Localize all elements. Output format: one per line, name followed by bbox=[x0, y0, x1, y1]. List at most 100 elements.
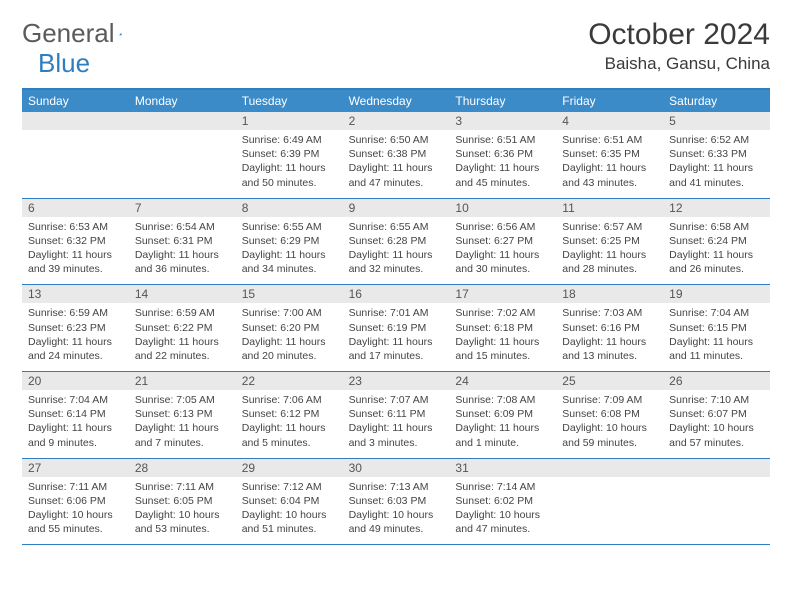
sunrise-text: Sunrise: 7:04 AM bbox=[669, 306, 764, 320]
daylight-text: Daylight: 11 hours and 41 minutes. bbox=[669, 161, 764, 189]
daynum-row: 20212223242526 bbox=[22, 372, 770, 390]
daylight-text: Daylight: 11 hours and 15 minutes. bbox=[455, 335, 550, 363]
sunrise-text: Sunrise: 6:52 AM bbox=[669, 133, 764, 147]
day-number: 19 bbox=[663, 285, 770, 303]
sunset-text: Sunset: 6:32 PM bbox=[28, 234, 123, 248]
day-number: 22 bbox=[236, 372, 343, 390]
day-cell: Sunrise: 7:09 AMSunset: 6:08 PMDaylight:… bbox=[556, 390, 663, 458]
day-number: 6 bbox=[22, 199, 129, 217]
daylight-text: Daylight: 11 hours and 24 minutes. bbox=[28, 335, 123, 363]
dow-label: Friday bbox=[556, 90, 663, 112]
daylight-text: Daylight: 11 hours and 17 minutes. bbox=[349, 335, 444, 363]
sunrise-text: Sunrise: 6:51 AM bbox=[562, 133, 657, 147]
logo-text-2: Blue bbox=[38, 48, 90, 79]
daylight-text: Daylight: 10 hours and 47 minutes. bbox=[455, 508, 550, 536]
sunset-text: Sunset: 6:20 PM bbox=[242, 321, 337, 335]
sunset-text: Sunset: 6:12 PM bbox=[242, 407, 337, 421]
day-number: 24 bbox=[449, 372, 556, 390]
day-number: 14 bbox=[129, 285, 236, 303]
day-number: 23 bbox=[343, 372, 450, 390]
content-row: Sunrise: 6:59 AMSunset: 6:23 PMDaylight:… bbox=[22, 303, 770, 371]
sunrise-text: Sunrise: 6:51 AM bbox=[455, 133, 550, 147]
sunset-text: Sunset: 6:05 PM bbox=[135, 494, 230, 508]
daynum-row: 2728293031 bbox=[22, 459, 770, 477]
logo: General bbox=[22, 18, 143, 49]
sunset-text: Sunset: 6:38 PM bbox=[349, 147, 444, 161]
sunrise-text: Sunrise: 7:11 AM bbox=[135, 480, 230, 494]
sunrise-text: Sunrise: 7:14 AM bbox=[455, 480, 550, 494]
sunset-text: Sunset: 6:06 PM bbox=[28, 494, 123, 508]
daylight-text: Daylight: 11 hours and 28 minutes. bbox=[562, 248, 657, 276]
day-cell: Sunrise: 7:01 AMSunset: 6:19 PMDaylight:… bbox=[343, 303, 450, 371]
content-row: Sunrise: 6:53 AMSunset: 6:32 PMDaylight:… bbox=[22, 217, 770, 285]
daylight-text: Daylight: 11 hours and 7 minutes. bbox=[135, 421, 230, 449]
content-row: Sunrise: 6:49 AMSunset: 6:39 PMDaylight:… bbox=[22, 130, 770, 198]
sunrise-text: Sunrise: 7:07 AM bbox=[349, 393, 444, 407]
day-cell: Sunrise: 7:04 AMSunset: 6:14 PMDaylight:… bbox=[22, 390, 129, 458]
day-number: 27 bbox=[22, 459, 129, 477]
sunset-text: Sunset: 6:24 PM bbox=[669, 234, 764, 248]
daylight-text: Daylight: 11 hours and 30 minutes. bbox=[455, 248, 550, 276]
day-number: 12 bbox=[663, 199, 770, 217]
dow-label: Saturday bbox=[663, 90, 770, 112]
day-cell: Sunrise: 6:53 AMSunset: 6:32 PMDaylight:… bbox=[22, 217, 129, 285]
day-number: 17 bbox=[449, 285, 556, 303]
sunrise-text: Sunrise: 6:57 AM bbox=[562, 220, 657, 234]
day-cell bbox=[129, 130, 236, 198]
daylight-text: Daylight: 10 hours and 49 minutes. bbox=[349, 508, 444, 536]
sunrise-text: Sunrise: 7:13 AM bbox=[349, 480, 444, 494]
logo-text-1: General bbox=[22, 18, 115, 49]
day-number: 25 bbox=[556, 372, 663, 390]
day-cell: Sunrise: 7:13 AMSunset: 6:03 PMDaylight:… bbox=[343, 477, 450, 545]
sunset-text: Sunset: 6:09 PM bbox=[455, 407, 550, 421]
day-number: 16 bbox=[343, 285, 450, 303]
day-number: 15 bbox=[236, 285, 343, 303]
sunrise-text: Sunrise: 6:49 AM bbox=[242, 133, 337, 147]
sunset-text: Sunset: 6:13 PM bbox=[135, 407, 230, 421]
daylight-text: Daylight: 11 hours and 34 minutes. bbox=[242, 248, 337, 276]
sunset-text: Sunset: 6:14 PM bbox=[28, 407, 123, 421]
sunset-text: Sunset: 6:31 PM bbox=[135, 234, 230, 248]
day-cell: Sunrise: 7:10 AMSunset: 6:07 PMDaylight:… bbox=[663, 390, 770, 458]
day-number: 2 bbox=[343, 112, 450, 130]
day-number: 21 bbox=[129, 372, 236, 390]
day-cell: Sunrise: 7:00 AMSunset: 6:20 PMDaylight:… bbox=[236, 303, 343, 371]
day-number: 20 bbox=[22, 372, 129, 390]
day-cell: Sunrise: 6:51 AMSunset: 6:35 PMDaylight:… bbox=[556, 130, 663, 198]
sunset-text: Sunset: 6:18 PM bbox=[455, 321, 550, 335]
day-cell bbox=[556, 477, 663, 545]
daylight-text: Daylight: 10 hours and 57 minutes. bbox=[669, 421, 764, 449]
sunset-text: Sunset: 6:02 PM bbox=[455, 494, 550, 508]
day-number: 13 bbox=[22, 285, 129, 303]
sunrise-text: Sunrise: 7:02 AM bbox=[455, 306, 550, 320]
sunrise-text: Sunrise: 7:00 AM bbox=[242, 306, 337, 320]
month-title: October 2024 bbox=[588, 18, 770, 52]
sunset-text: Sunset: 6:22 PM bbox=[135, 321, 230, 335]
daylight-text: Daylight: 11 hours and 20 minutes. bbox=[242, 335, 337, 363]
daylight-text: Daylight: 11 hours and 26 minutes. bbox=[669, 248, 764, 276]
content-row: Sunrise: 7:04 AMSunset: 6:14 PMDaylight:… bbox=[22, 390, 770, 458]
day-cell: Sunrise: 7:12 AMSunset: 6:04 PMDaylight:… bbox=[236, 477, 343, 545]
sunrise-text: Sunrise: 6:58 AM bbox=[669, 220, 764, 234]
day-number: 7 bbox=[129, 199, 236, 217]
sunset-text: Sunset: 6:33 PM bbox=[669, 147, 764, 161]
day-number: 3 bbox=[449, 112, 556, 130]
daylight-text: Daylight: 10 hours and 55 minutes. bbox=[28, 508, 123, 536]
sunrise-text: Sunrise: 6:59 AM bbox=[28, 306, 123, 320]
sunrise-text: Sunrise: 7:12 AM bbox=[242, 480, 337, 494]
dow-label: Monday bbox=[129, 90, 236, 112]
day-cell: Sunrise: 7:08 AMSunset: 6:09 PMDaylight:… bbox=[449, 390, 556, 458]
day-cell: Sunrise: 6:55 AMSunset: 6:28 PMDaylight:… bbox=[343, 217, 450, 285]
sunset-text: Sunset: 6:36 PM bbox=[455, 147, 550, 161]
daynum-row: 13141516171819 bbox=[22, 285, 770, 303]
day-number: 5 bbox=[663, 112, 770, 130]
day-cell: Sunrise: 6:54 AMSunset: 6:31 PMDaylight:… bbox=[129, 217, 236, 285]
daylight-text: Daylight: 10 hours and 59 minutes. bbox=[562, 421, 657, 449]
day-cell: Sunrise: 6:57 AMSunset: 6:25 PMDaylight:… bbox=[556, 217, 663, 285]
dow-label: Tuesday bbox=[236, 90, 343, 112]
daylight-text: Daylight: 11 hours and 5 minutes. bbox=[242, 421, 337, 449]
sunset-text: Sunset: 6:28 PM bbox=[349, 234, 444, 248]
day-cell: Sunrise: 6:59 AMSunset: 6:23 PMDaylight:… bbox=[22, 303, 129, 371]
sunrise-text: Sunrise: 6:55 AM bbox=[349, 220, 444, 234]
week: 2728293031 Sunrise: 7:11 AM Sunset: 6:06 P… bbox=[22, 459, 770, 546]
